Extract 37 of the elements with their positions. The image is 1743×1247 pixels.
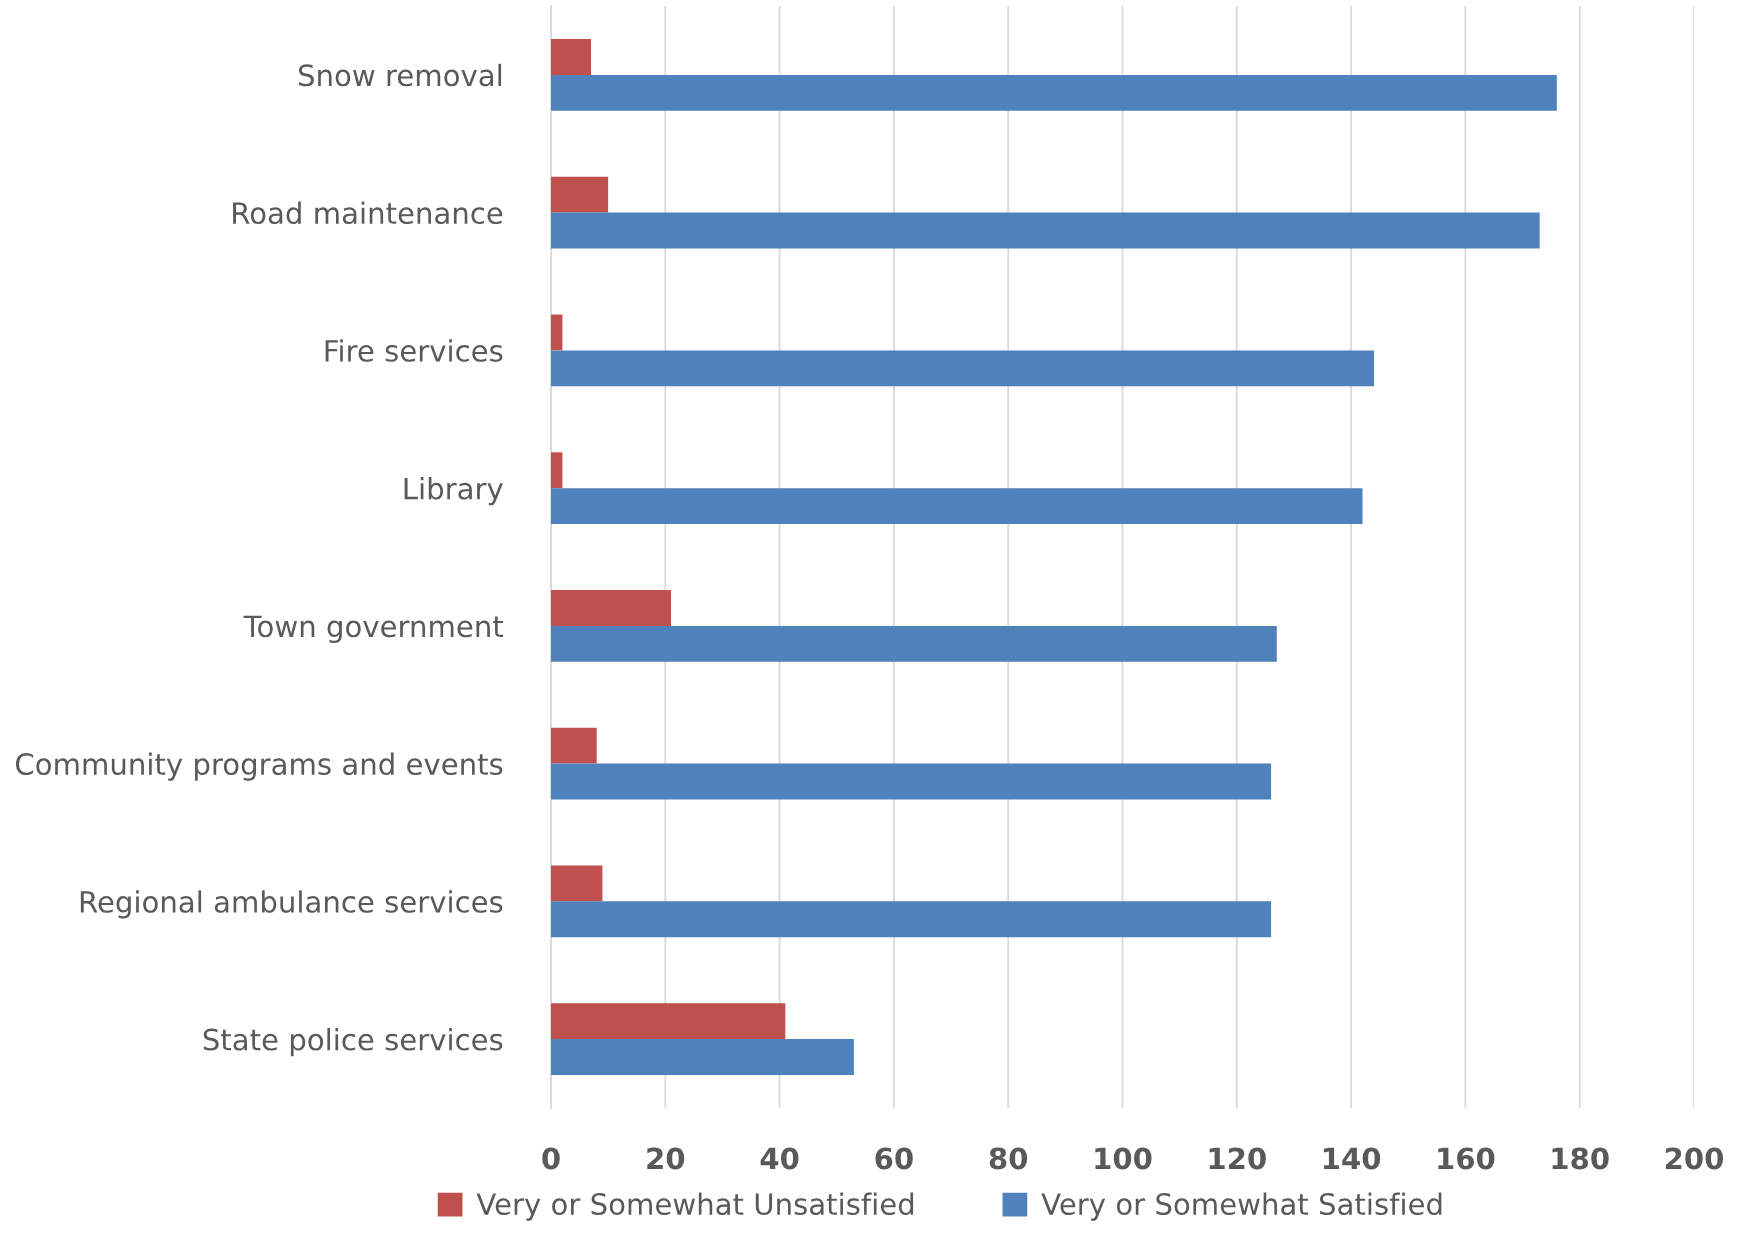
bar (551, 452, 563, 489)
x-tick-label: 60 (875, 1147, 913, 1170)
bar (551, 901, 1272, 938)
y-tick-label: State police services (203, 1028, 503, 1057)
x-tick-label: 40 (760, 1147, 799, 1170)
bar (551, 176, 609, 213)
legend-label: Very or Somewhat Unsatisfied (476, 1192, 914, 1221)
x-tick-label: 140 (1323, 1147, 1381, 1170)
bar (551, 39, 592, 75)
x-tick-label: 160 (1438, 1147, 1495, 1170)
x-tick-label: 80 (989, 1147, 1028, 1170)
x-tick-label: 0 (542, 1147, 560, 1170)
bar (551, 1039, 854, 1075)
x-tick-label: 20 (647, 1147, 685, 1170)
legend-label: Very or Somewhat Satisfied (1041, 1192, 1442, 1221)
x-tick-label: 200 (1665, 1147, 1724, 1170)
bar (551, 590, 672, 626)
x-tick-label: 120 (1209, 1147, 1266, 1170)
y-tick-label: Regional ambulance services (80, 890, 503, 919)
y-tick-label: Fire services (325, 339, 503, 362)
x-tick-label: 180 (1552, 1147, 1609, 1170)
bar (551, 763, 1272, 800)
y-tick-label: Library (404, 477, 503, 506)
y-tick-label: Community programs and events (15, 752, 503, 781)
y-tick-label: Town government (243, 615, 504, 644)
bar (551, 314, 563, 351)
bar (551, 625, 1277, 662)
bar (551, 350, 1374, 387)
bar (551, 212, 1540, 249)
bar (551, 1003, 786, 1040)
y-tick-label: Snow removal (298, 63, 502, 87)
x-tick-label: 100 (1095, 1147, 1152, 1170)
bar (551, 865, 603, 902)
bar (551, 488, 1363, 524)
y-tick-label: Road maintenance (233, 201, 503, 225)
bar (551, 727, 597, 764)
bar (551, 74, 1557, 111)
